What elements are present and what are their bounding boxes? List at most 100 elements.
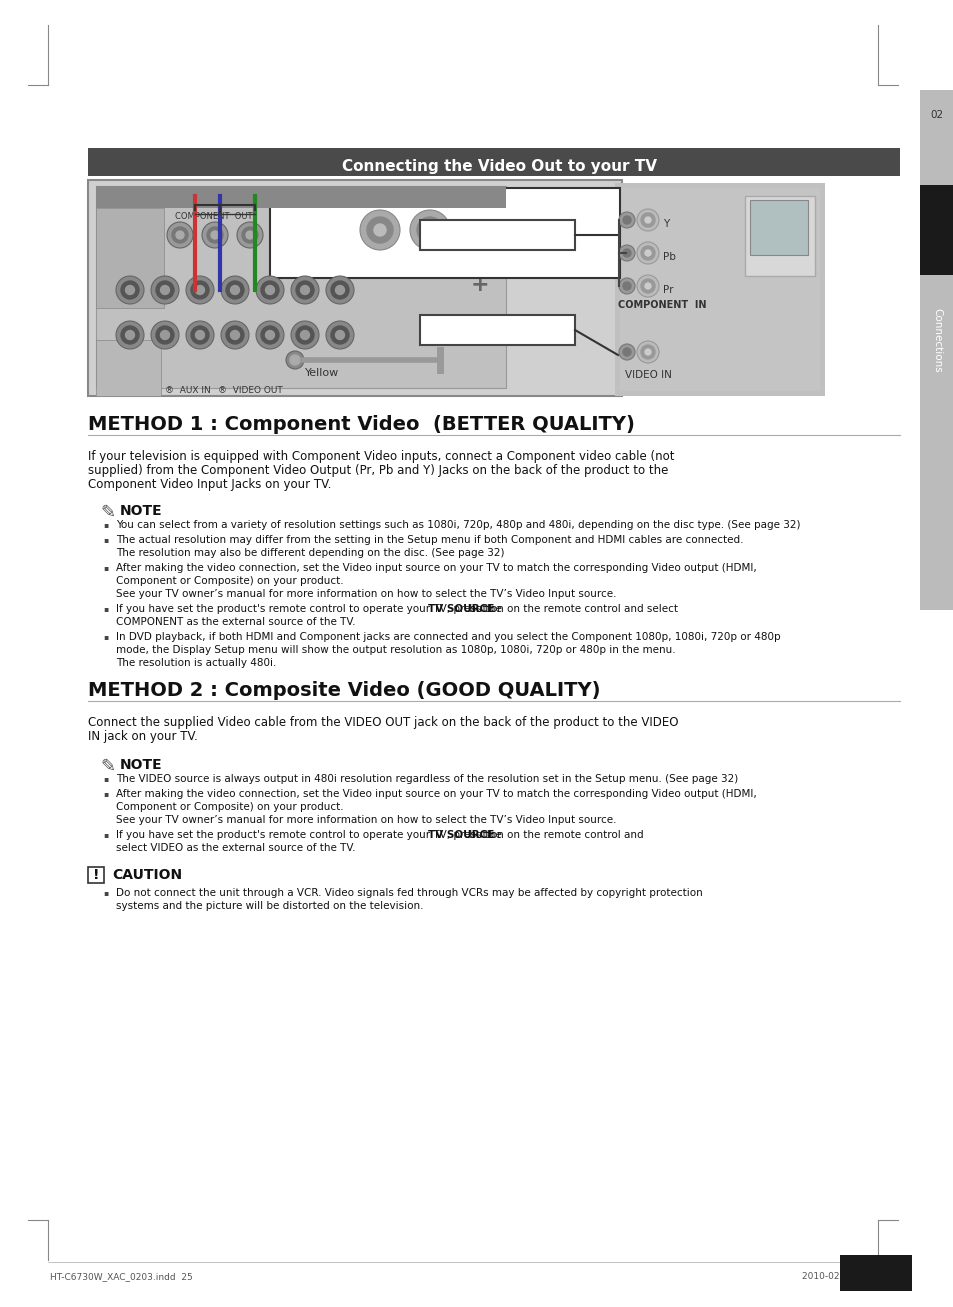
Circle shape <box>195 285 204 294</box>
Text: TV SOURCE: TV SOURCE <box>428 830 494 840</box>
Text: See your TV owner’s manual for more information on how to select the TV’s Video : See your TV owner’s manual for more info… <box>116 589 616 599</box>
Circle shape <box>191 325 209 344</box>
Circle shape <box>622 250 630 257</box>
Text: 2010-02-03    1:35:43: 2010-02-03 1:35:43 <box>801 1272 899 1281</box>
Circle shape <box>618 278 635 294</box>
Circle shape <box>300 285 309 294</box>
Circle shape <box>637 242 659 264</box>
FancyBboxPatch shape <box>419 220 575 250</box>
Circle shape <box>207 227 223 243</box>
Circle shape <box>236 222 263 248</box>
Circle shape <box>618 244 635 261</box>
Circle shape <box>423 223 436 237</box>
Text: NOTE: NOTE <box>120 758 162 772</box>
Text: CAUTION: CAUTION <box>112 868 182 882</box>
Circle shape <box>367 217 393 243</box>
Circle shape <box>410 210 450 250</box>
Circle shape <box>126 331 134 340</box>
Text: METHOD 2: METHOD 2 <box>428 327 517 341</box>
Circle shape <box>261 281 278 299</box>
Text: ®  AUX IN: ® AUX IN <box>165 386 211 395</box>
Text: Component or Composite) on your product.: Component or Composite) on your product. <box>116 576 343 586</box>
Circle shape <box>121 281 139 299</box>
Text: See your TV owner’s manual for more information on how to select the TV’s Video : See your TV owner’s manual for more info… <box>116 816 616 825</box>
Text: Do not connect the unit through a VCR. Video signals fed through VCRs may be aff: Do not connect the unit through a VCR. V… <box>116 887 702 898</box>
Text: button on the remote control and: button on the remote control and <box>465 830 642 840</box>
FancyBboxPatch shape <box>840 1255 911 1291</box>
Circle shape <box>622 282 630 290</box>
Text: Pr: Pr <box>662 285 673 295</box>
Circle shape <box>291 322 318 349</box>
Text: Pb: Pb <box>662 252 675 261</box>
Text: Green: Green <box>238 193 272 203</box>
Text: The resolution is actually 480i.: The resolution is actually 480i. <box>116 657 276 668</box>
Circle shape <box>255 276 284 305</box>
Circle shape <box>186 276 213 305</box>
Circle shape <box>640 246 655 260</box>
Text: 02: 02 <box>929 110 943 120</box>
Circle shape <box>637 341 659 363</box>
Circle shape <box>637 274 659 297</box>
Text: ®  VIDEO OUT: ® VIDEO OUT <box>218 386 282 395</box>
Circle shape <box>202 222 228 248</box>
Text: After making the video connection, set the Video input source on your TV to matc: After making the video connection, set t… <box>116 789 756 799</box>
FancyBboxPatch shape <box>88 180 621 396</box>
Text: ▪: ▪ <box>103 633 108 640</box>
Text: +: + <box>360 246 379 267</box>
Circle shape <box>326 322 354 349</box>
Circle shape <box>265 285 274 294</box>
FancyBboxPatch shape <box>615 183 824 396</box>
Circle shape <box>640 278 655 293</box>
Text: TV SOURCE: TV SOURCE <box>428 604 494 614</box>
Circle shape <box>156 281 173 299</box>
Circle shape <box>416 217 442 243</box>
Circle shape <box>644 349 650 356</box>
Text: The actual resolution may differ from the setting in the Setup menu if both Comp: The actual resolution may differ from th… <box>116 535 742 545</box>
Circle shape <box>226 325 244 344</box>
Circle shape <box>160 331 170 340</box>
Circle shape <box>286 352 304 369</box>
Circle shape <box>121 325 139 344</box>
Circle shape <box>211 231 219 239</box>
Circle shape <box>290 356 299 365</box>
Text: English: English <box>842 1281 887 1294</box>
Circle shape <box>618 212 635 227</box>
Text: Y: Y <box>662 220 669 229</box>
Circle shape <box>186 322 213 349</box>
FancyBboxPatch shape <box>749 200 807 255</box>
Circle shape <box>172 227 188 243</box>
Text: The resolution may also be different depending on the disc. (See page 32): The resolution may also be different dep… <box>116 548 504 558</box>
Circle shape <box>640 345 655 359</box>
Text: +: + <box>470 325 489 345</box>
Text: After making the video connection, set the Video input source on your TV to matc: After making the video connection, set t… <box>116 563 756 572</box>
Text: If your television is equipped with Component Video inputs, connect a Component : If your television is equipped with Comp… <box>88 450 674 463</box>
Circle shape <box>295 281 314 299</box>
Circle shape <box>644 284 650 289</box>
Circle shape <box>644 250 650 256</box>
Text: systems and the picture will be distorted on the television.: systems and the picture will be distorte… <box>116 901 423 911</box>
Text: TV: TV <box>769 221 787 234</box>
Text: Component or Composite) on your product.: Component or Composite) on your product. <box>116 802 343 812</box>
FancyBboxPatch shape <box>270 188 619 278</box>
Circle shape <box>622 216 630 223</box>
Text: mode, the Display Setup menu will show the output resolution as 1080p, 1080i, 72: mode, the Display Setup menu will show t… <box>116 644 675 655</box>
FancyBboxPatch shape <box>88 148 899 176</box>
Text: NOTE: NOTE <box>120 505 162 518</box>
Circle shape <box>242 227 257 243</box>
Circle shape <box>221 322 249 349</box>
Circle shape <box>331 325 349 344</box>
Text: ▪: ▪ <box>103 563 108 572</box>
Text: If you have set the product's remote control to operate your TV, press the: If you have set the product's remote con… <box>116 830 504 840</box>
Text: Connections: Connections <box>931 307 941 372</box>
Text: ✎: ✎ <box>100 505 115 521</box>
Text: supplied) from the Component Video Output (Pr, Pb and Y) Jacks on the back of th: supplied) from the Component Video Outpu… <box>88 464 668 477</box>
Circle shape <box>246 231 253 239</box>
Text: In DVD playback, if both HDMI and Component jacks are connected and you select t: In DVD playback, if both HDMI and Compon… <box>116 633 780 642</box>
Circle shape <box>175 231 184 239</box>
Circle shape <box>226 281 244 299</box>
Circle shape <box>291 276 318 305</box>
Text: HT-C6730W_XAC_0203.indd  25: HT-C6730W_XAC_0203.indd 25 <box>50 1272 193 1281</box>
FancyBboxPatch shape <box>96 186 505 208</box>
Text: ▪: ▪ <box>103 830 108 839</box>
Text: If you have set the product's remote control to operate your TV, press the: If you have set the product's remote con… <box>116 604 504 614</box>
